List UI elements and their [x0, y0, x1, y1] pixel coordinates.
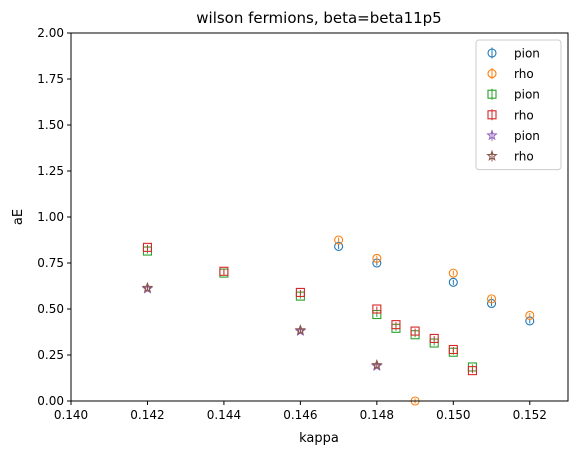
data-point [371, 359, 383, 371]
x-tick-label: 0.142 [130, 408, 164, 422]
legend-label: rho [514, 108, 534, 122]
legend-label: rho [514, 67, 534, 81]
y-tick-label: 1.50 [37, 118, 64, 132]
series-rho-star [141, 281, 383, 371]
data-point [141, 281, 154, 293]
legend-marker [486, 149, 498, 161]
legend-item: pion [487, 47, 540, 61]
series-rho-square [142, 242, 477, 376]
legend-marker [487, 48, 497, 58]
data-marks [141, 235, 535, 406]
legend-item: rho [486, 149, 534, 164]
y-tick-label: 0.75 [37, 256, 64, 270]
data-point [467, 366, 477, 376]
x-axis-ticks: 0.140 0.142 0.144 0.146 0.148 0.150 0.152 [54, 401, 547, 422]
legend-label: pion [514, 47, 540, 61]
x-tick-label: 0.152 [513, 408, 547, 422]
data-point [294, 324, 307, 336]
legend-item: rho [487, 108, 534, 122]
x-tick-label: 0.144 [207, 408, 241, 422]
y-axis-label: aE [11, 209, 26, 225]
series-rho-circle [334, 235, 535, 406]
data-point [372, 253, 382, 263]
y-tick-label: 0.25 [37, 348, 64, 362]
y-tick-label: 1.75 [37, 72, 64, 86]
x-tick-label: 0.150 [436, 408, 470, 422]
legend-marker [487, 89, 497, 99]
data-point [334, 235, 344, 245]
legend-item: pion [486, 129, 540, 143]
legend-item: rho [487, 67, 534, 81]
y-tick-label: 1.25 [37, 164, 64, 178]
data-point [429, 333, 439, 343]
data-point [295, 287, 305, 297]
legend-marker [486, 129, 498, 141]
data-point [410, 326, 420, 336]
y-tick-label: 0.50 [37, 302, 64, 316]
y-tick-label: 0.00 [37, 394, 64, 408]
x-tick-label: 0.140 [54, 408, 88, 422]
data-point [486, 294, 497, 304]
x-tick-label: 0.148 [360, 408, 394, 422]
chart-title: wilson fermions, beta=beta11p5 [196, 9, 441, 27]
x-tick-label: 0.146 [283, 408, 317, 422]
data-point [525, 310, 535, 320]
data-point [142, 242, 153, 252]
legend-label: pion [514, 129, 540, 143]
legend-frame [475, 39, 562, 171]
legend-label: pion [514, 88, 540, 102]
legend-item: pion [487, 88, 540, 102]
legend: pion rho pion rho pion rho [475, 39, 562, 171]
legend-marker [487, 110, 497, 120]
y-tick-label: 2.00 [37, 26, 64, 40]
data-point [391, 320, 401, 330]
data-point [372, 304, 382, 314]
y-tick-label: 1.00 [37, 210, 64, 224]
y-axis-ticks: 0.00 0.25 0.50 0.75 1.00 1.25 1.50 1.75 2.00 [37, 26, 71, 408]
x-axis-label: kappa [299, 431, 339, 446]
legend-marker [487, 69, 497, 79]
data-point [219, 266, 229, 276]
data-point [448, 344, 458, 355]
data-point [448, 277, 458, 287]
data-point [448, 268, 458, 278]
legend-label: rho [514, 150, 534, 164]
